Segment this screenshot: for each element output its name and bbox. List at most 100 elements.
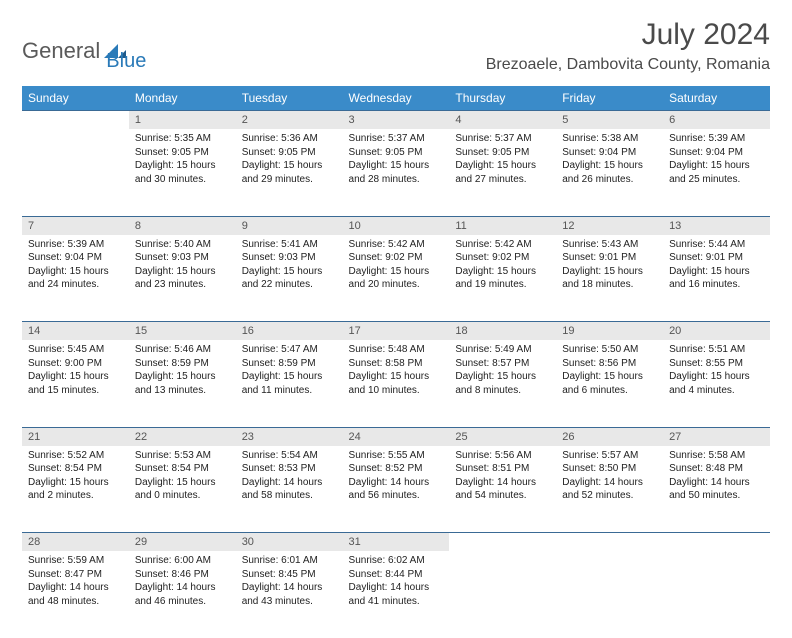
sunset-line: Sunset: 9:03 PM (135, 251, 230, 265)
title-block: July 2024 Brezoaele, Dambovita County, R… (486, 18, 770, 74)
day-number-cell: 16 (236, 322, 343, 341)
sunrise-line: Sunrise: 5:36 AM (242, 132, 337, 146)
day-cell: Sunrise: 5:48 AMSunset: 8:58 PMDaylight:… (343, 340, 450, 427)
sunset-line: Sunset: 8:56 PM (562, 357, 657, 371)
sunset-line: Sunset: 9:01 PM (669, 251, 764, 265)
day-details: Sunrise: 5:36 AMSunset: 9:05 PMDaylight:… (236, 129, 343, 192)
sunrise-line: Sunrise: 5:52 AM (28, 449, 123, 463)
day-details: Sunrise: 5:54 AMSunset: 8:53 PMDaylight:… (236, 446, 343, 509)
day-number-row: 28293031 (22, 533, 770, 552)
day-number-cell: 14 (22, 322, 129, 341)
day-number-cell: 3 (343, 111, 450, 130)
daylight-line: Daylight: 15 hours and 15 minutes. (28, 370, 123, 397)
daylight-line: Daylight: 15 hours and 13 minutes. (135, 370, 230, 397)
sunrise-line: Sunrise: 5:50 AM (562, 343, 657, 357)
day-details: Sunrise: 5:39 AMSunset: 9:04 PMDaylight:… (663, 129, 770, 192)
day-header: Saturday (663, 86, 770, 111)
sunset-line: Sunset: 9:04 PM (669, 146, 764, 160)
daylight-line: Daylight: 15 hours and 2 minutes. (28, 476, 123, 503)
day-number-cell: 2 (236, 111, 343, 130)
day-cell: Sunrise: 5:51 AMSunset: 8:55 PMDaylight:… (663, 340, 770, 427)
daylight-line: Daylight: 15 hours and 8 minutes. (455, 370, 550, 397)
sunset-line: Sunset: 9:00 PM (28, 357, 123, 371)
day-number-cell: 23 (236, 427, 343, 446)
daylight-line: Daylight: 15 hours and 23 minutes. (135, 265, 230, 292)
day-number-cell: 10 (343, 216, 450, 235)
day-details: Sunrise: 6:02 AMSunset: 8:44 PMDaylight:… (343, 551, 450, 614)
day-details: Sunrise: 5:57 AMSunset: 8:50 PMDaylight:… (556, 446, 663, 509)
sunrise-line: Sunrise: 6:00 AM (135, 554, 230, 568)
sunrise-line: Sunrise: 5:58 AM (669, 449, 764, 463)
sunset-line: Sunset: 9:02 PM (455, 251, 550, 265)
day-details: Sunrise: 5:56 AMSunset: 8:51 PMDaylight:… (449, 446, 556, 509)
sunset-line: Sunset: 8:55 PM (669, 357, 764, 371)
day-cell: Sunrise: 5:47 AMSunset: 8:59 PMDaylight:… (236, 340, 343, 427)
sunrise-line: Sunrise: 5:45 AM (28, 343, 123, 357)
sunrise-line: Sunrise: 5:42 AM (455, 238, 550, 252)
sunset-line: Sunset: 8:46 PM (135, 568, 230, 582)
sunset-line: Sunset: 9:01 PM (562, 251, 657, 265)
day-details: Sunrise: 5:44 AMSunset: 9:01 PMDaylight:… (663, 235, 770, 298)
daylight-line: Daylight: 15 hours and 28 minutes. (349, 159, 444, 186)
sunset-line: Sunset: 9:05 PM (349, 146, 444, 160)
sunrise-line: Sunrise: 5:44 AM (669, 238, 764, 252)
day-cell: Sunrise: 5:36 AMSunset: 9:05 PMDaylight:… (236, 129, 343, 216)
day-details: Sunrise: 5:42 AMSunset: 9:02 PMDaylight:… (343, 235, 450, 298)
day-number-cell: 6 (663, 111, 770, 130)
daylight-line: Daylight: 15 hours and 6 minutes. (562, 370, 657, 397)
sunset-line: Sunset: 9:04 PM (28, 251, 123, 265)
sunrise-line: Sunrise: 5:38 AM (562, 132, 657, 146)
day-number-cell (449, 533, 556, 552)
day-number-cell (663, 533, 770, 552)
logo-text-general: General (22, 38, 100, 64)
day-content-row: Sunrise: 5:59 AMSunset: 8:47 PMDaylight:… (22, 551, 770, 638)
day-details: Sunrise: 5:35 AMSunset: 9:05 PMDaylight:… (129, 129, 236, 192)
day-details: Sunrise: 5:39 AMSunset: 9:04 PMDaylight:… (22, 235, 129, 298)
day-content-row: Sunrise: 5:35 AMSunset: 9:05 PMDaylight:… (22, 129, 770, 216)
daylight-line: Daylight: 14 hours and 54 minutes. (455, 476, 550, 503)
day-cell: Sunrise: 5:39 AMSunset: 9:04 PMDaylight:… (663, 129, 770, 216)
daylight-line: Daylight: 15 hours and 0 minutes. (135, 476, 230, 503)
sunset-line: Sunset: 8:44 PM (349, 568, 444, 582)
day-header: Tuesday (236, 86, 343, 111)
sunset-line: Sunset: 8:54 PM (28, 462, 123, 476)
day-number-cell: 25 (449, 427, 556, 446)
daylight-line: Daylight: 15 hours and 4 minutes. (669, 370, 764, 397)
logo-text-blue: Blue (106, 28, 146, 73)
day-cell: Sunrise: 5:46 AMSunset: 8:59 PMDaylight:… (129, 340, 236, 427)
day-number-cell: 21 (22, 427, 129, 446)
sunrise-line: Sunrise: 5:49 AM (455, 343, 550, 357)
day-details: Sunrise: 5:55 AMSunset: 8:52 PMDaylight:… (343, 446, 450, 509)
sunset-line: Sunset: 8:51 PM (455, 462, 550, 476)
day-cell: Sunrise: 5:42 AMSunset: 9:02 PMDaylight:… (449, 235, 556, 322)
day-details: Sunrise: 5:53 AMSunset: 8:54 PMDaylight:… (129, 446, 236, 509)
day-number-cell: 27 (663, 427, 770, 446)
day-content-row: Sunrise: 5:52 AMSunset: 8:54 PMDaylight:… (22, 446, 770, 533)
day-details: Sunrise: 5:58 AMSunset: 8:48 PMDaylight:… (663, 446, 770, 509)
day-details: Sunrise: 5:49 AMSunset: 8:57 PMDaylight:… (449, 340, 556, 403)
sunset-line: Sunset: 8:47 PM (28, 568, 123, 582)
day-number-cell: 1 (129, 111, 236, 130)
day-details: Sunrise: 5:37 AMSunset: 9:05 PMDaylight:… (343, 129, 450, 192)
daylight-line: Daylight: 14 hours and 46 minutes. (135, 581, 230, 608)
sunrise-line: Sunrise: 5:57 AM (562, 449, 657, 463)
daylight-line: Daylight: 15 hours and 22 minutes. (242, 265, 337, 292)
day-number-row: 21222324252627 (22, 427, 770, 446)
sunrise-line: Sunrise: 5:55 AM (349, 449, 444, 463)
daylight-line: Daylight: 15 hours and 18 minutes. (562, 265, 657, 292)
location: Brezoaele, Dambovita County, Romania (486, 56, 770, 74)
day-cell (556, 551, 663, 638)
day-number-cell: 24 (343, 427, 450, 446)
day-number-cell: 22 (129, 427, 236, 446)
sunrise-line: Sunrise: 5:39 AM (28, 238, 123, 252)
day-number-cell: 11 (449, 216, 556, 235)
day-details: Sunrise: 5:42 AMSunset: 9:02 PMDaylight:… (449, 235, 556, 298)
header: General Blue July 2024 Brezoaele, Dambov… (22, 18, 770, 74)
day-cell: Sunrise: 5:54 AMSunset: 8:53 PMDaylight:… (236, 446, 343, 533)
day-cell: Sunrise: 5:42 AMSunset: 9:02 PMDaylight:… (343, 235, 450, 322)
sunset-line: Sunset: 9:05 PM (455, 146, 550, 160)
day-cell: Sunrise: 5:52 AMSunset: 8:54 PMDaylight:… (22, 446, 129, 533)
day-number-cell: 18 (449, 322, 556, 341)
sunrise-line: Sunrise: 5:41 AM (242, 238, 337, 252)
day-number-cell: 29 (129, 533, 236, 552)
